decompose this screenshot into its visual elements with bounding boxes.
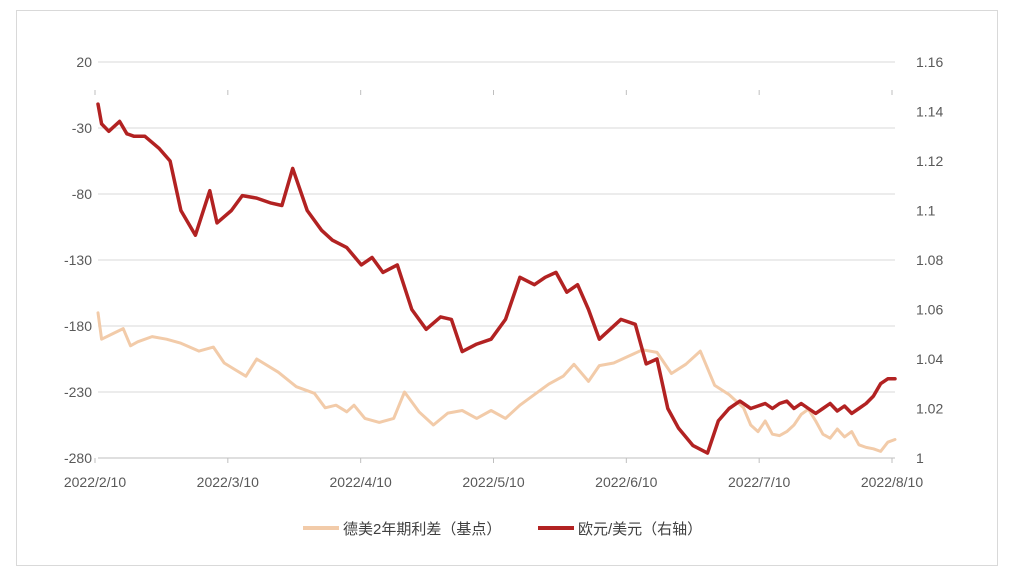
x-tick-label: 2022/6/10 (595, 474, 657, 490)
right-tick-label: 1.06 (916, 302, 943, 318)
legend-label: 德美2年期利差（基点） (343, 520, 501, 538)
right-tick-label: 1 (916, 450, 924, 466)
x-tick-label: 2022/7/10 (728, 474, 790, 490)
right-tick-label: 1.1 (916, 203, 936, 219)
x-tick-label: 2022/3/10 (197, 474, 259, 490)
left-tick-label: -80 (72, 186, 92, 202)
right-tick-label: 1.14 (916, 104, 943, 120)
chart-border (16, 10, 998, 566)
x-tick-label: 2022/4/10 (330, 474, 392, 490)
x-tick-label: 2022/2/10 (64, 474, 126, 490)
spread-series-line (96, 311, 897, 453)
legend: 德美2年期利差（基点） 欧元/美元（右轴） (303, 520, 702, 538)
right-tick-label: 1.08 (916, 252, 943, 268)
right-tick-label: 1.12 (916, 153, 943, 169)
left-y-axis: 20 -30 -80 -130 -180 -230 -280 (64, 54, 92, 466)
left-tick-label: -130 (64, 252, 92, 268)
gridlines (98, 61, 895, 459)
right-tick-label: 1.02 (916, 401, 943, 417)
x-axis: 2022/2/10 2022/3/10 2022/4/10 2022/5/10 2022… (64, 90, 923, 490)
eurusd-series-line (96, 102, 897, 455)
x-tick-label: 2022/5/10 (462, 474, 524, 490)
left-tick-label: -280 (64, 450, 92, 466)
left-tick-label: -230 (64, 384, 92, 400)
right-y-axis: 1.16 1.14 1.12 1.1 1.08 1.06 1.04 1.02 1 (916, 54, 943, 466)
x-tick-label: 2022/8/10 (861, 474, 923, 490)
right-tick-label: 1.04 (916, 351, 943, 367)
series-lines (96, 102, 897, 455)
right-tick-label: 1.16 (916, 54, 943, 70)
left-tick-label: -30 (72, 120, 92, 136)
legend-label: 欧元/美元（右轴） (578, 521, 702, 538)
left-tick-label: -180 (64, 318, 92, 334)
left-tick-label: 20 (76, 54, 92, 70)
